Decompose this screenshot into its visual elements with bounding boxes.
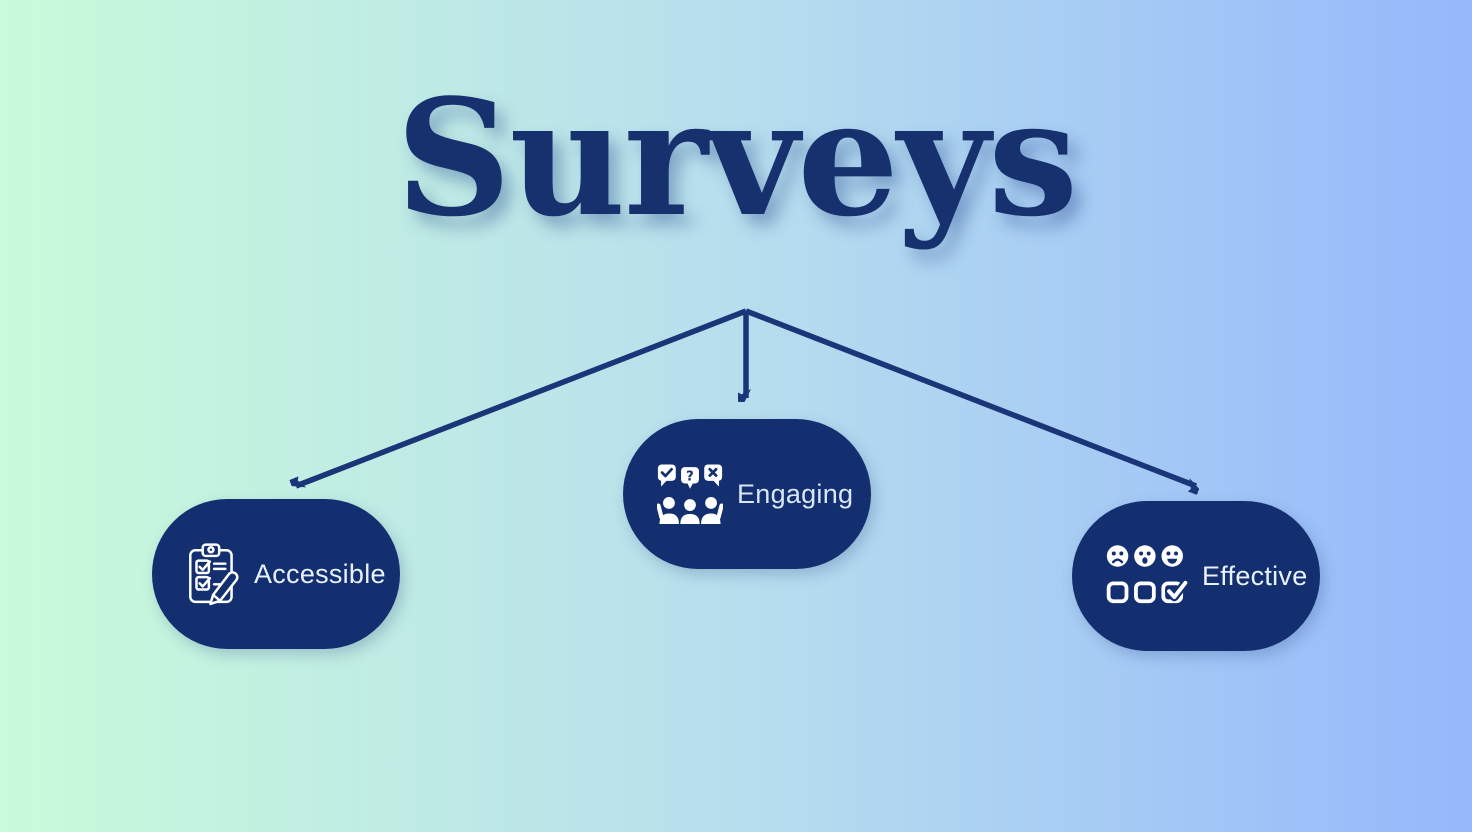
- clipboard-checklist-pencil-icon: [186, 542, 240, 606]
- page-title: Surveys: [395, 64, 1078, 252]
- node-effective: Effective: [1072, 501, 1320, 651]
- svg-text:?: ?: [686, 469, 694, 484]
- node-engaging: ? Engaging: [623, 419, 871, 569]
- node-label-engaging: Engaging: [737, 478, 854, 509]
- node-label-accessible: Accessible: [254, 558, 386, 589]
- node-label-effective: Effective: [1202, 560, 1308, 591]
- faces-rating-checkbox-icon: [1106, 544, 1188, 608]
- node-accessible: Accessible: [152, 499, 400, 649]
- people-feedback-bubbles-icon: ?: [657, 464, 723, 524]
